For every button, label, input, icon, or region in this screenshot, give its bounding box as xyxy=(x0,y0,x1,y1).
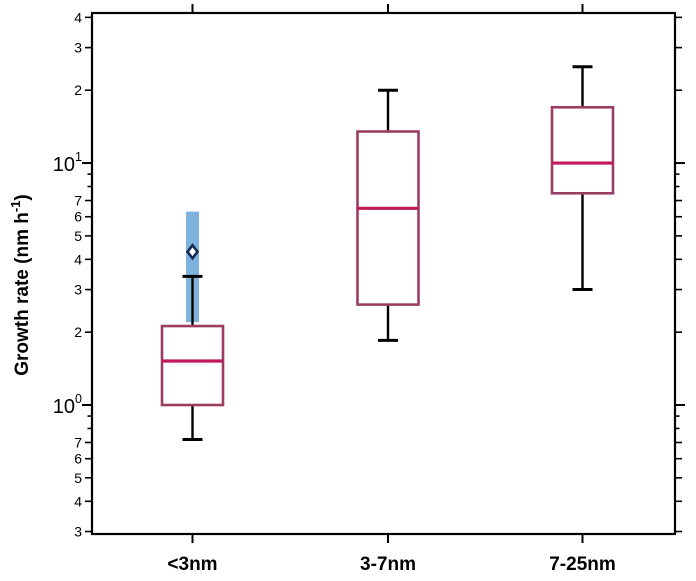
y-axis-tick-label: 7 xyxy=(74,434,82,450)
y-axis-decade-label: 100 xyxy=(53,392,82,418)
x-category-label: <3nm xyxy=(167,554,217,575)
box-plot-box xyxy=(550,105,615,195)
x-category-label: 3-7nm xyxy=(360,554,416,575)
box-plot-box xyxy=(160,324,225,407)
y-axis-tick-label: 4 xyxy=(74,9,82,25)
literature-mean-diamond-icon xyxy=(185,243,200,261)
y-axis-tick-label: 5 xyxy=(74,228,82,244)
y-axis-title: Growth rate (nm h-1) xyxy=(8,194,33,376)
y-axis-tick-label: 3 xyxy=(74,282,82,298)
literature-range-bar xyxy=(186,211,199,323)
y-axis-tick-label: 3 xyxy=(74,524,82,540)
box-plot-box xyxy=(356,130,420,306)
y-axis-decade-label: 101 xyxy=(53,150,82,176)
y-axis-tick-label: 4 xyxy=(74,493,82,509)
y-axis-tick-label: 6 xyxy=(74,209,82,225)
y-axis-tick-label: 7 xyxy=(74,193,82,209)
y-axis-tick-label: 2 xyxy=(74,324,82,340)
plot-frame xyxy=(90,11,677,536)
y-axis-tick-label: 2 xyxy=(74,82,82,98)
y-axis-tick-label: 4 xyxy=(74,251,82,267)
x-category-label: 7-25nm xyxy=(549,554,616,575)
y-axis-tick-label: 3 xyxy=(74,40,82,56)
y-axis-tick-label: 5 xyxy=(74,470,82,486)
y-axis-tick-label: 6 xyxy=(74,451,82,467)
